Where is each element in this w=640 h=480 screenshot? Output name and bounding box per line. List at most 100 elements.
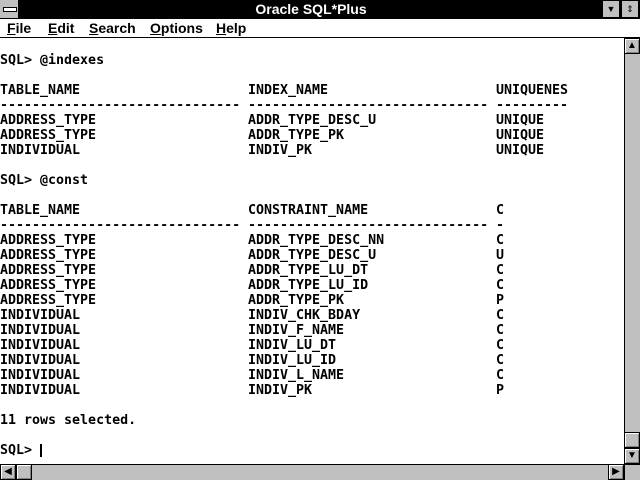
- system-menu-button[interactable]: [0, 0, 19, 18]
- console-cell: TABLE_NAME: [0, 83, 81, 98]
- text-cursor: [40, 443, 43, 457]
- scroll-right-icon[interactable]: ▶: [608, 464, 624, 480]
- console-line: INDIVIDUAL INDIV_L_NAME C: [0, 368, 624, 383]
- console-cell: C: [496, 308, 505, 323]
- console-line: SQL> @indexes: [0, 53, 624, 68]
- console-cell: INDIVIDUAL: [0, 353, 81, 368]
- console-cell: ADDR_TYPE_DESC_NN: [248, 233, 385, 248]
- console-line: ADDRESS_TYPE ADDR_TYPE_PK P: [0, 293, 624, 308]
- console-cell: UNIQUE: [496, 128, 545, 143]
- console-cell: ADDRESS_TYPE: [0, 293, 97, 308]
- minimize-button[interactable]: ▼: [602, 0, 620, 18]
- console-cell: C: [496, 323, 505, 338]
- vertical-scroll-thumb[interactable]: [624, 432, 640, 448]
- command-prompt-line[interactable]: SQL>: [0, 443, 624, 458]
- console-cell: ADDRESS_TYPE: [0, 278, 97, 293]
- horizontal-scroll-thumb[interactable]: [16, 464, 32, 480]
- console-line: INDIVIDUAL INDIV_CHK_BDAY C: [0, 308, 624, 323]
- console-line: TABLE_NAME INDEX_NAME UNIQUENES: [0, 83, 624, 98]
- console-line: ADDRESS_TYPE ADDR_TYPE_LU_DT C: [0, 263, 624, 278]
- console-cell: INDIV_F_NAME: [248, 323, 345, 338]
- console-cell: U: [496, 248, 505, 263]
- title-bar: Oracle SQL*Plus ▼ ⇕: [0, 0, 640, 19]
- console-cell: INDIV_LU_DT: [248, 338, 337, 353]
- console-line: SQL> @const: [0, 173, 624, 188]
- scroll-left-icon[interactable]: ◀: [0, 464, 16, 480]
- console-line: [0, 38, 624, 53]
- console-cell: C: [496, 353, 505, 368]
- console-line: TABLE_NAME CONSTRAINT_NAME C: [0, 203, 624, 218]
- console-cell: INDIV_CHK_BDAY: [248, 308, 361, 323]
- menu-help[interactable]: Help: [216, 20, 247, 36]
- console-line: ADDRESS_TYPE ADDR_TYPE_LU_ID C: [0, 278, 624, 293]
- console-cell: 11 rows selected.: [0, 413, 137, 428]
- console-cell: INDIVIDUAL: [0, 323, 81, 338]
- console-cell: C: [496, 368, 505, 383]
- console-cell: INDIV_PK: [248, 383, 313, 398]
- console-cell: C: [496, 203, 505, 218]
- scroll-up-icon[interactable]: ▲: [624, 38, 640, 54]
- console-line: ------------------------------ ----------…: [0, 98, 624, 113]
- console-line: [0, 428, 624, 443]
- console-cell: ------------------------------: [248, 98, 489, 113]
- console-cell: ---------: [496, 98, 569, 113]
- console-cell: INDIVIDUAL: [0, 338, 81, 353]
- console-cell: ------------------------------: [0, 98, 241, 113]
- console-line: 11 rows selected.: [0, 413, 624, 428]
- console-line: INDIVIDUAL INDIV_F_NAME C: [0, 323, 624, 338]
- console-cell: INDEX_NAME: [248, 83, 329, 98]
- console-cell: P: [496, 293, 505, 308]
- console-cell: P: [496, 383, 505, 398]
- console-cell: INDIV_PK: [248, 143, 313, 158]
- menu-bar: File Edit Search Options Help: [0, 19, 640, 38]
- console-line: [0, 188, 624, 203]
- console-cell: ADDRESS_TYPE: [0, 128, 97, 143]
- console-cell: INDIVIDUAL: [0, 383, 81, 398]
- menu-search[interactable]: Search: [89, 20, 136, 36]
- console-cell: ADDRESS_TYPE: [0, 113, 97, 128]
- vertical-scrollbar[interactable]: ▲ ▼: [624, 38, 640, 464]
- console-cell: ADDRESS_TYPE: [0, 248, 97, 263]
- console-cell: ADDRESS_TYPE: [0, 233, 97, 248]
- console-cell: CONSTRAINT_NAME: [248, 203, 369, 218]
- console-line: [0, 398, 624, 413]
- console-line: INDIVIDUAL INDIV_LU_DT C: [0, 338, 624, 353]
- console-line: ADDRESS_TYPE ADDR_TYPE_PK UNIQUE: [0, 128, 624, 143]
- console-cell: C: [496, 278, 505, 293]
- menu-file[interactable]: File: [7, 20, 32, 36]
- console-line: [0, 68, 624, 83]
- menu-edit[interactable]: Edit: [48, 20, 75, 36]
- console-cell: INDIV_LU_ID: [248, 353, 337, 368]
- console-line: ------------------------------ ----------…: [0, 218, 624, 233]
- console-cell: UNIQUENES: [496, 83, 569, 98]
- console-cell: -: [496, 218, 505, 233]
- menu-options[interactable]: Options: [150, 20, 203, 36]
- console-line: INDIVIDUAL INDIV_PK UNIQUE: [0, 143, 624, 158]
- console-cell: ADDR_TYPE_PK: [248, 128, 345, 143]
- console-cell: SQL> @const: [0, 173, 89, 188]
- console-cell: INDIVIDUAL: [0, 143, 81, 158]
- console-output[interactable]: SQL> @indexes TABLE_NAME INDEX_NAME UNIQUEN…: [0, 38, 624, 464]
- prompt-text: SQL>: [0, 443, 41, 458]
- scroll-down-icon[interactable]: ▼: [624, 448, 640, 464]
- console-line: INDIVIDUAL INDIV_LU_ID C: [0, 353, 624, 368]
- console-cell: ADDR_TYPE_DESC_U: [248, 248, 377, 263]
- console-line: ADDRESS_TYPE ADDR_TYPE_DESC_NN C: [0, 233, 624, 248]
- console-cell: ADDR_TYPE_LU_DT: [248, 263, 369, 278]
- window-title: Oracle SQL*Plus: [255, 1, 367, 17]
- console-line: INDIVIDUAL INDIV_PK P: [0, 383, 624, 398]
- console-line: ADDRESS_TYPE ADDR_TYPE_DESC_U U: [0, 248, 624, 263]
- console-cell: UNIQUE: [496, 143, 545, 158]
- horizontal-scrollbar[interactable]: ◀ ▶: [0, 464, 624, 480]
- console-cell: ------------------------------: [248, 218, 489, 233]
- maximize-button[interactable]: ⇕: [621, 0, 639, 18]
- console-cell: ADDR_TYPE_DESC_U: [248, 113, 377, 128]
- console-cell: ADDRESS_TYPE: [0, 263, 97, 278]
- console-cell: ADDR_TYPE_PK: [248, 293, 345, 308]
- console-cell: C: [496, 338, 505, 353]
- console-cell: C: [496, 233, 505, 248]
- console-cell: INDIVIDUAL: [0, 308, 81, 323]
- console-cell: ------------------------------: [0, 218, 241, 233]
- console-cell: C: [496, 263, 505, 278]
- console-cell: SQL> @indexes: [0, 53, 105, 68]
